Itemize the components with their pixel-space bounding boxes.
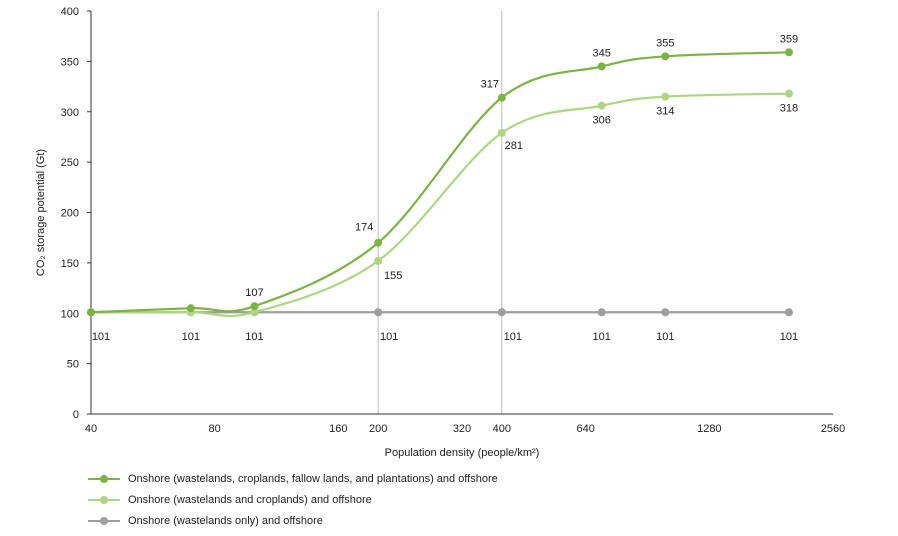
data-label: 101 [504,331,522,343]
x-tick-label: 640 [576,423,594,435]
legend-item-1: Onshore (wastelands, croplands, fallow l… [88,468,498,489]
legend-swatch-2 [88,495,120,505]
data-point [597,62,606,71]
data-label: 107 [245,287,263,299]
x-tick-label: 320 [453,423,471,435]
y-tick-label: 400 [61,6,79,18]
x-tick-label: 200 [369,423,387,435]
legend-swatch-3 [88,516,120,526]
data-label: 101 [780,331,798,343]
legend-item-2: Onshore (wastelands and croplands) and o… [88,489,498,510]
x-tick-label: 2560 [821,423,845,435]
legend-label-3: Onshore (wastelands only) and offshore [128,514,323,527]
data-label: 101 [380,331,398,343]
data-point [497,128,506,137]
y-tick-label: 300 [61,107,79,119]
data-label: 155 [384,270,402,282]
legend-label-2: Onshore (wastelands and croplands) and o… [128,493,372,506]
data-label: 101 [182,331,200,343]
legend-label-1: Onshore (wastelands, croplands, fallow l… [128,472,498,485]
data-point [250,302,259,311]
y-tick-label: 250 [61,157,79,169]
x-axis-title: Population density (people/km²) [385,447,540,459]
data-point [661,308,670,317]
x-tick-label: 1280 [697,423,721,435]
data-label: 345 [592,47,610,59]
data-point [250,308,259,317]
data-point [784,89,793,98]
data-label: 317 [481,79,499,91]
x-tick-label: 40 [85,423,97,435]
data-point [186,304,195,313]
legend-item-3: Onshore (wastelands only) and offshore [88,510,498,531]
legend-swatch-1 [88,474,120,484]
data-point [87,308,95,317]
y-tick-labels: 0 50 100 150 200 250 300 350 400 [61,6,91,421]
data-label: 101 [592,331,610,343]
y-tick-label: 200 [61,208,79,220]
data-point [597,308,606,317]
data-label: 314 [656,106,674,118]
data-point [374,308,383,317]
series-line-1 [90,51,789,314]
data-label: 174 [355,222,373,234]
y-tick-label: 150 [61,258,79,270]
y-tick-label: 350 [61,56,79,68]
x-tick-labels: 40 80 160 200 320 400 640 1280 2560 [85,423,845,435]
data-point [597,101,606,110]
legend: Onshore (wastelands, croplands, fallow l… [88,468,498,531]
reference-lines [377,11,503,414]
data-label: 101 [656,331,674,343]
data-label: 355 [656,37,674,49]
data-point [497,308,506,317]
data-point [374,256,383,265]
y-tick-label: 0 [73,409,79,421]
data-point [784,308,793,317]
x-tick-label: 400 [493,423,511,435]
data-point [661,92,670,101]
data-label: 359 [780,33,798,45]
data-label: 281 [505,140,523,152]
data-point [374,238,383,247]
y-tick-label: 50 [67,359,79,371]
x-tick-label: 160 [329,423,347,435]
data-label: 101 [245,331,263,343]
series-group [87,48,793,318]
series-line-2 [91,92,789,318]
x-tick-label: 80 [209,423,221,435]
data-label: 318 [780,103,798,115]
data-point [497,93,506,102]
y-tick-label: 100 [61,308,79,320]
data-point [784,48,793,57]
data-point [661,52,670,61]
data-label: 101 [92,331,110,343]
y-axis-title: CO₂ storage potential (Gt) [35,149,47,276]
data-label: 306 [592,115,610,127]
data-labels: 101 101 101 101 101 101 101 101 155 281 306 314 318 1… [92,33,798,343]
